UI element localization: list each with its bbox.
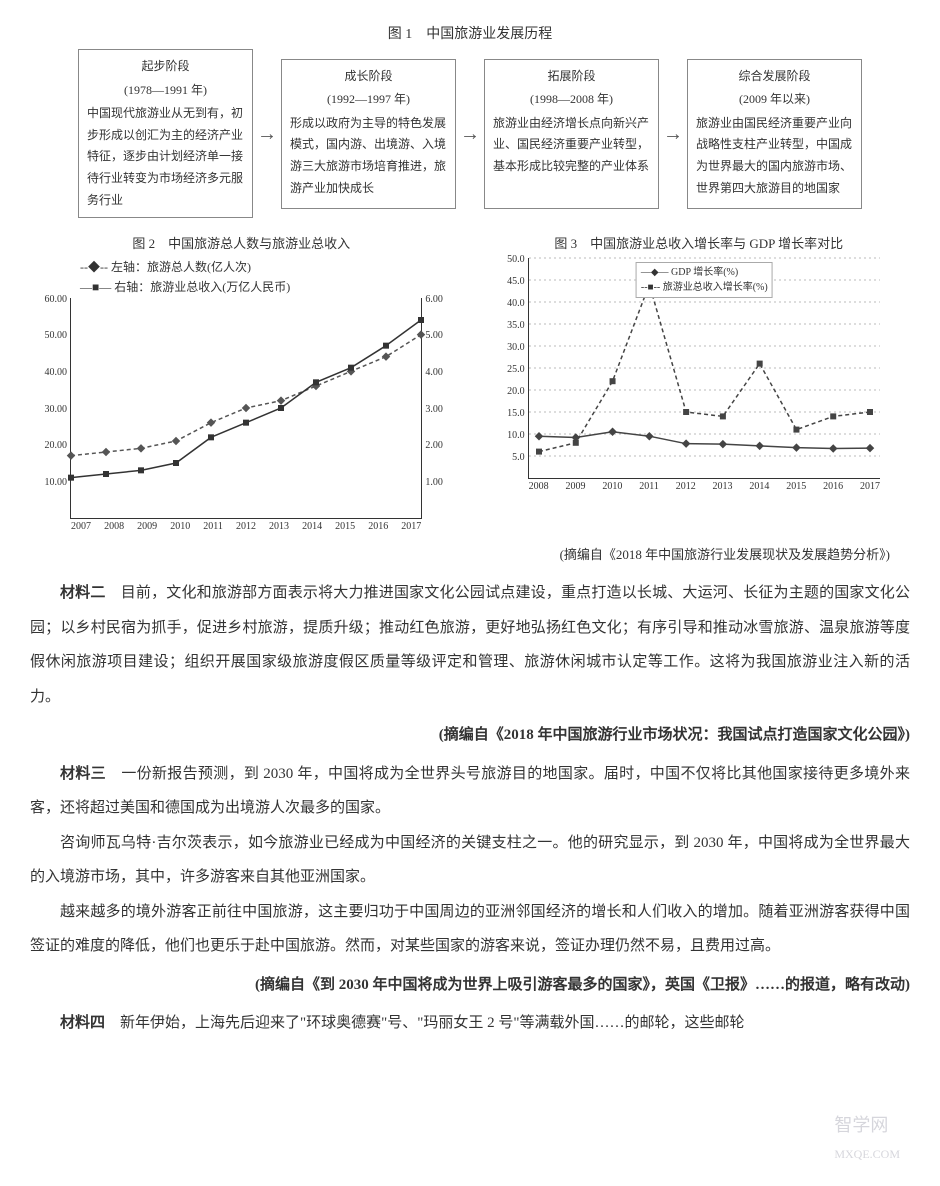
stage-box-1: 成长阶段 (1992—1997 年) 形成以政府为主导的特色发展模式，国内游、出… xyxy=(281,59,456,209)
y-tick: 25.0 xyxy=(493,362,525,377)
fig2-caption: 图 2 中国旅游总人数与旅游业总收入 xyxy=(30,234,452,254)
y-tick: 15.0 xyxy=(493,406,525,421)
watermark-line1: 智学网 xyxy=(834,1115,888,1135)
y-right-tick: 5.00 xyxy=(425,328,455,343)
y-right-tick: 1.00 xyxy=(425,475,455,490)
body-text: 材料二 目前，文化和旅游部方面表示将大力推进国家文化公园试点建设，重点打造以长城… xyxy=(30,576,910,1041)
fig1-stages: 起步阶段 (1978—1991 年) 中国现代旅游业从无到有，初步形成以创汇为主… xyxy=(30,49,910,218)
figures-source: (摘编自《2018 年中国旅游行业发展现状及发展趋势分析》) xyxy=(30,545,890,565)
material4-p1: 材料四 新年伊始，上海先后迎来了"环球奥德赛"号、"玛丽女王 2 号"等满载外国… xyxy=(30,1006,910,1041)
material3-p3: 越来越多的境外游客正前往中国旅游，这主要归功于中国周边的亚洲邻国经济的增长和人们… xyxy=(30,895,910,964)
stage-title: 综合发展阶段 xyxy=(696,66,853,88)
fig2-svg xyxy=(71,298,421,518)
x-axis: 2008200920102011201220132014201520162017 xyxy=(529,479,880,494)
y-right-tick: 3.00 xyxy=(425,402,455,417)
stage-box-0: 起步阶段 (1978—1991 年) 中国现代旅游业从无到有，初步形成以创汇为主… xyxy=(78,49,253,218)
y-left-tick: 60.00 xyxy=(35,292,67,307)
material4-label: 材料四 xyxy=(60,1015,105,1031)
y-left-tick: 10.00 xyxy=(35,475,67,490)
y-right-tick: 6.00 xyxy=(425,292,455,307)
fig3-chart: —◆— GDP 增长率(%) --■-- 旅游业总收入增长率(%) 5.010.… xyxy=(528,258,880,479)
y-right-tick: 4.00 xyxy=(425,365,455,380)
fig3-legend: —◆— GDP 增长率(%) --■-- 旅游业总收入增长率(%) xyxy=(636,262,773,298)
y-right-tick: 2.00 xyxy=(425,438,455,453)
watermark: 智学网 MXQE.COM xyxy=(834,1112,900,1166)
material2-text: 目前，文化和旅游部方面表示将大力推进国家文化公园试点建设，重点打造以长城、大运河… xyxy=(30,585,910,705)
stage-text: 旅游业由国民经济重要产业向战略性支柱产业转型，中国成为世界最大的国内旅游市场、世… xyxy=(696,113,853,199)
arrow-icon: → xyxy=(255,119,279,149)
y-tick: 5.0 xyxy=(493,450,525,465)
fig2-wrap: 图 2 中国旅游总人数与旅游业总收入 --◆-- 左轴：旅游总人数(亿人次) —… xyxy=(30,234,452,539)
fig3-legend-tour: --■-- 旅游业总收入增长率(%) xyxy=(641,282,768,293)
watermark-line2: MXQE.COM xyxy=(834,1147,900,1161)
y-left-tick: 20.00 xyxy=(35,438,67,453)
material2-citation: (摘编自《2018 年中国旅游行业市场状况：我国试点打造国家文化公园》) xyxy=(30,718,910,753)
fig2-legend-right: —■— 右轴：旅游业总收入(万亿人民币) xyxy=(30,278,452,296)
arrow-icon: → xyxy=(661,119,685,149)
y-tick: 10.0 xyxy=(493,428,525,443)
y-tick: 35.0 xyxy=(493,318,525,333)
stage-period: (1998—2008 年) xyxy=(493,89,650,111)
stage-text: 形成以政府为主导的特色发展模式，国内游、出境游、入境游三大旅游市场培育推进，旅游… xyxy=(290,113,447,199)
material4-text: 新年伊始，上海先后迎来了"环球奥德赛"号、"玛丽女王 2 号"等满载外国……的邮… xyxy=(120,1015,745,1031)
material2-p1: 材料二 目前，文化和旅游部方面表示将大力推进国家文化公园试点建设，重点打造以长城… xyxy=(30,576,910,714)
stage-title: 成长阶段 xyxy=(290,66,447,88)
stage-period: (1992—1997 年) xyxy=(290,89,447,111)
charts-row: 图 2 中国旅游总人数与旅游业总收入 --◆-- 左轴：旅游总人数(亿人次) —… xyxy=(30,234,910,539)
y-tick: 40.0 xyxy=(493,296,525,311)
stage-text: 中国现代旅游业从无到有，初步形成以创汇为主的经济产业特征，逐步由计划经济单一接待… xyxy=(87,103,244,211)
y-left-tick: 30.00 xyxy=(35,402,67,417)
y-tick: 50.0 xyxy=(493,252,525,267)
fig2-legend-left: --◆-- 左轴：旅游总人数(亿人次) xyxy=(30,258,452,276)
x-axis: 2007200820092010201120122013201420152016… xyxy=(71,519,421,534)
material3-label: 材料三 xyxy=(60,766,106,782)
stage-title: 拓展阶段 xyxy=(493,66,650,88)
stage-text: 旅游业由经济增长点向新兴产业、国民经济重要产业转型，基本形成比较完整的产业体系 xyxy=(493,113,650,178)
y-left-tick: 50.00 xyxy=(35,328,67,343)
material2-label: 材料二 xyxy=(60,585,106,601)
y-tick: 20.0 xyxy=(493,384,525,399)
y-left-tick: 40.00 xyxy=(35,365,67,380)
y-tick: 45.0 xyxy=(493,274,525,289)
material3-text1: 一份新报告预测，到 2030 年，中国将成为全世界头号旅游目的地国家。届时，中国… xyxy=(30,766,910,817)
material3-citation: (摘编自《到 2030 年中国将成为世界上吸引游客最多的国家》，英国《卫报》……… xyxy=(30,968,910,1003)
fig1-caption: 图 1 中国旅游业发展历程 xyxy=(30,24,910,45)
stage-period: (2009 年以来) xyxy=(696,89,853,111)
stage-box-2: 拓展阶段 (1998—2008 年) 旅游业由经济增长点向新兴产业、国民经济重要… xyxy=(484,59,659,209)
stage-period: (1978—1991 年) xyxy=(87,80,244,102)
fig2-chart: 10.0020.0030.0040.0050.0060.001.002.003.… xyxy=(70,298,422,519)
material3-p2: 咨询师瓦乌特·吉尔茨表示，如今旅游业已经成为中国经济的关键支柱之一。他的研究显示… xyxy=(30,826,910,895)
material3-p1: 材料三 一份新报告预测，到 2030 年，中国将成为全世界头号旅游目的地国家。届… xyxy=(30,757,910,826)
y-tick: 30.0 xyxy=(493,340,525,355)
fig3-caption: 图 3 中国旅游业总收入增长率与 GDP 增长率对比 xyxy=(488,234,910,254)
stage-title: 起步阶段 xyxy=(87,56,244,78)
stage-box-3: 综合发展阶段 (2009 年以来) 旅游业由国民经济重要产业向战略性支柱产业转型… xyxy=(687,59,862,209)
fig3-wrap: 图 3 中国旅游业总收入增长率与 GDP 增长率对比 —◆— GDP 增长率(%… xyxy=(488,234,910,539)
arrow-icon: → xyxy=(458,119,482,149)
fig3-legend-gdp: —◆— GDP 增长率(%) xyxy=(641,267,738,278)
